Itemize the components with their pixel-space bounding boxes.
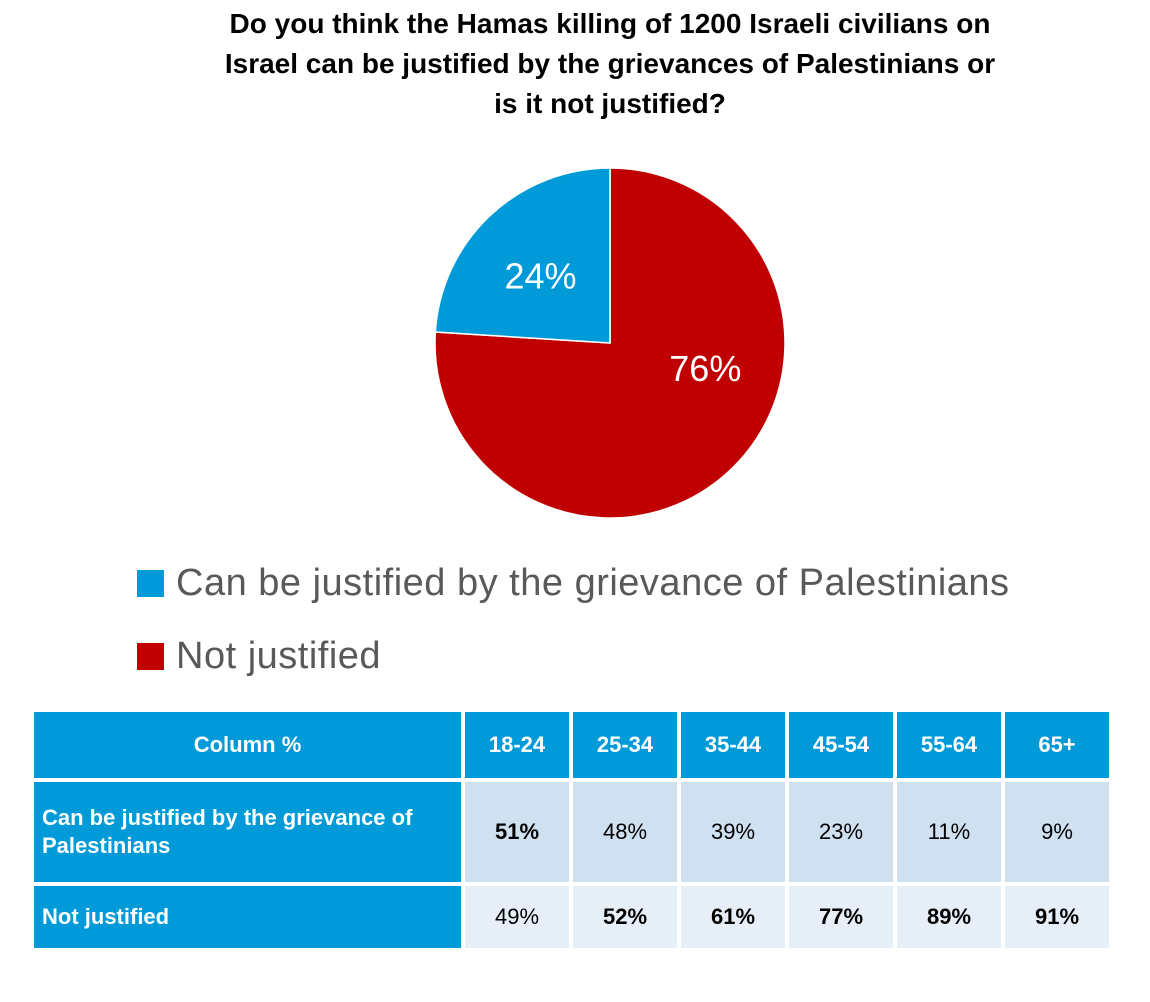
table-cell: 61% xyxy=(677,882,789,952)
pie-chart: 76% 24% xyxy=(434,167,786,519)
pie-value-label-not-justified: 76% xyxy=(669,348,741,389)
table-cell: 77% xyxy=(785,882,897,952)
legend-label-not-justified: Not justified xyxy=(176,634,382,677)
crosstab-table: Column % 18-24 25-34 35-44 45-54 55-64 6… xyxy=(30,708,1113,952)
table-cell: 89% xyxy=(893,882,1005,952)
row-label-justified: Can be justified by the grievance of Pal… xyxy=(30,778,465,886)
table-header-label: Column % xyxy=(30,708,465,782)
legend-item-justified: Can be justified by the grievance of Pal… xyxy=(137,553,1010,613)
table-cell: 9% xyxy=(1001,778,1113,886)
table-header-row: Column % 18-24 25-34 35-44 45-54 55-64 6… xyxy=(30,708,1113,782)
table-cell: 39% xyxy=(677,778,789,886)
table-col-header: 18-24 xyxy=(461,708,573,782)
table-cell: 23% xyxy=(785,778,897,886)
legend-swatch-justified xyxy=(137,569,164,597)
table-row: Can be justified by the grievance of Pal… xyxy=(30,778,1113,886)
table-col-header: 45-54 xyxy=(785,708,897,782)
legend-item-not-justified: Not justified xyxy=(137,626,1010,686)
table-cell: 51% xyxy=(461,778,573,886)
table-cell: 91% xyxy=(1001,882,1113,952)
table-col-header: 25-34 xyxy=(569,708,681,782)
legend: Can be justified by the grievance of Pal… xyxy=(137,553,1010,686)
chart-title-line-2: Israel can be justified by the grievance… xyxy=(224,48,996,79)
chart-title-line-3: is it not justified? xyxy=(494,88,726,119)
table-cell: 49% xyxy=(461,882,573,952)
table-cell: 48% xyxy=(569,778,681,886)
legend-label-justified: Can be justified by the grievance of Pal… xyxy=(176,561,1010,604)
table-row: Not justified 49% 52% 61% 77% 89% 91% xyxy=(30,882,1113,952)
table-col-header: 55-64 xyxy=(893,708,1005,782)
table-col-header: 35-44 xyxy=(677,708,789,782)
chart-title: Do you think the Hamas killing of 1200 I… xyxy=(60,4,1150,124)
table-col-header: 65+ xyxy=(1001,708,1113,782)
row-label-not-justified: Not justified xyxy=(30,882,465,952)
pie-slice-justified xyxy=(434,167,611,344)
pie-value-label-justified: 24% xyxy=(504,256,576,297)
table-cell: 11% xyxy=(893,778,1005,886)
legend-swatch-not-justified xyxy=(137,642,164,670)
chart-title-line-1: Do you think the Hamas killing of 1200 I… xyxy=(229,8,991,39)
table-cell: 52% xyxy=(569,882,681,952)
